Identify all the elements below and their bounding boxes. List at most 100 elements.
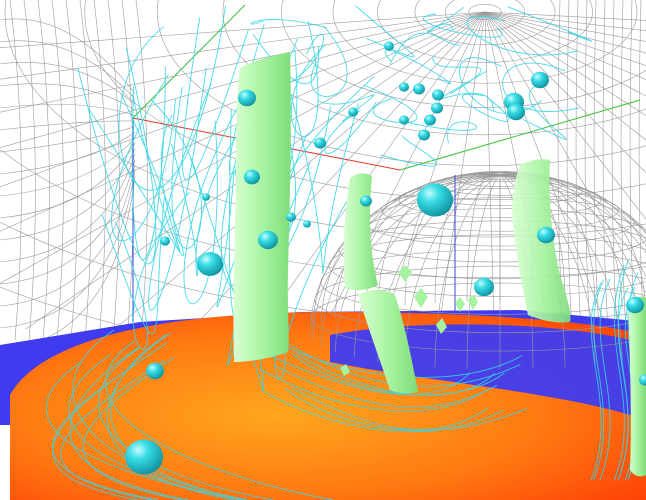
grid-ring <box>157 0 646 166</box>
glyph-sphere <box>197 252 223 276</box>
streamline <box>507 6 593 42</box>
streamline <box>290 21 326 137</box>
glyph-sphere <box>639 374 646 386</box>
glyph-sphere <box>413 83 425 95</box>
glyph-sphere <box>125 439 163 475</box>
streamline <box>408 121 478 144</box>
streamline <box>324 101 377 154</box>
grid-line <box>51 0 64 341</box>
glyph-sphere <box>432 89 444 101</box>
dome-meridian <box>466 171 501 302</box>
isosurface-slanted-slab <box>358 289 418 394</box>
streamline <box>590 282 602 481</box>
glyph-sphere <box>348 107 358 117</box>
streamline <box>110 333 248 500</box>
streamline <box>522 83 567 140</box>
grid-line <box>484 11 646 80</box>
streamline <box>617 260 629 481</box>
grid-line <box>584 0 591 331</box>
grid-line <box>484 11 646 21</box>
grid-line <box>484 11 646 66</box>
grid-line <box>0 11 486 113</box>
glyph-sphere <box>537 226 555 244</box>
streamline <box>263 352 471 396</box>
isosurface-small-diamond-4 <box>455 297 465 312</box>
glyph-sphere <box>431 102 443 114</box>
grid-line <box>0 164 136 307</box>
grid-ring <box>445 0 525 31</box>
glyph-sphere <box>258 230 278 250</box>
streamline <box>593 279 605 481</box>
grid-line <box>0 126 136 153</box>
glyph-sphere <box>424 114 436 126</box>
grid-ring <box>332 0 638 84</box>
streamline <box>310 25 348 97</box>
streamline <box>437 70 494 111</box>
y-axis-line-far <box>399 99 641 171</box>
grid-line <box>0 83 136 111</box>
streamline <box>423 13 503 38</box>
streamline <box>88 108 181 252</box>
grid-ring <box>222 0 646 136</box>
glyph-sphere <box>626 296 644 314</box>
streamline <box>111 74 177 242</box>
streamline <box>389 32 461 65</box>
glyph-sphere <box>399 115 409 125</box>
streamline <box>466 15 579 56</box>
glyph-sphere <box>384 41 394 51</box>
streamline <box>289 90 359 275</box>
grid-ring <box>468 4 502 20</box>
glyph-sphere <box>146 362 164 380</box>
glyph-sphere <box>418 129 430 141</box>
dome-meridian <box>377 172 501 309</box>
streamline <box>69 346 189 500</box>
streamline <box>183 94 245 305</box>
grid-line <box>611 0 618 331</box>
streamline <box>77 47 157 265</box>
glyph-sphere <box>360 195 372 207</box>
grid-line <box>37 0 50 341</box>
isosurface-large-column <box>233 52 291 362</box>
glyph-sphere <box>474 277 494 297</box>
grid-line <box>484 11 646 54</box>
grid-line <box>484 11 646 116</box>
grid-line <box>23 0 36 341</box>
cyan-glyph-spheres <box>125 41 646 475</box>
glyph-sphere <box>238 89 256 107</box>
streamline <box>68 354 243 500</box>
grid-line <box>629 0 636 331</box>
streamline <box>502 62 580 112</box>
dome-meridian <box>404 174 501 365</box>
dome-meridian <box>321 174 501 347</box>
streamline <box>131 66 166 261</box>
streamline <box>291 387 489 431</box>
glyph-sphere <box>399 82 409 92</box>
grid-line <box>620 0 627 331</box>
streamline <box>105 339 334 500</box>
streamline <box>273 364 498 408</box>
grid-line <box>107 0 120 341</box>
grid-line <box>484 11 646 141</box>
grid-line <box>484 11 646 97</box>
glyph-sphere <box>531 71 549 89</box>
grid-line <box>484 11 646 174</box>
grid-line <box>484 11 646 42</box>
dome-meridian <box>434 171 501 303</box>
streamline <box>599 278 611 481</box>
dome-meridian <box>466 174 501 369</box>
grid-line <box>484 11 646 32</box>
grid-line <box>0 104 136 116</box>
isosurface-small-diamond-6 <box>340 364 350 376</box>
streamline <box>72 329 248 500</box>
isosurface-small-diamond-1 <box>398 265 412 282</box>
grid-ring <box>4 0 646 238</box>
glyph-sphere <box>507 103 525 121</box>
streamline <box>120 93 184 257</box>
grid-line <box>0 159 136 285</box>
isosurface-edge-right <box>628 296 646 477</box>
grid-line <box>602 0 609 331</box>
streamline <box>114 191 190 350</box>
glyph-sphere <box>202 193 210 201</box>
grid-line <box>0 11 486 232</box>
